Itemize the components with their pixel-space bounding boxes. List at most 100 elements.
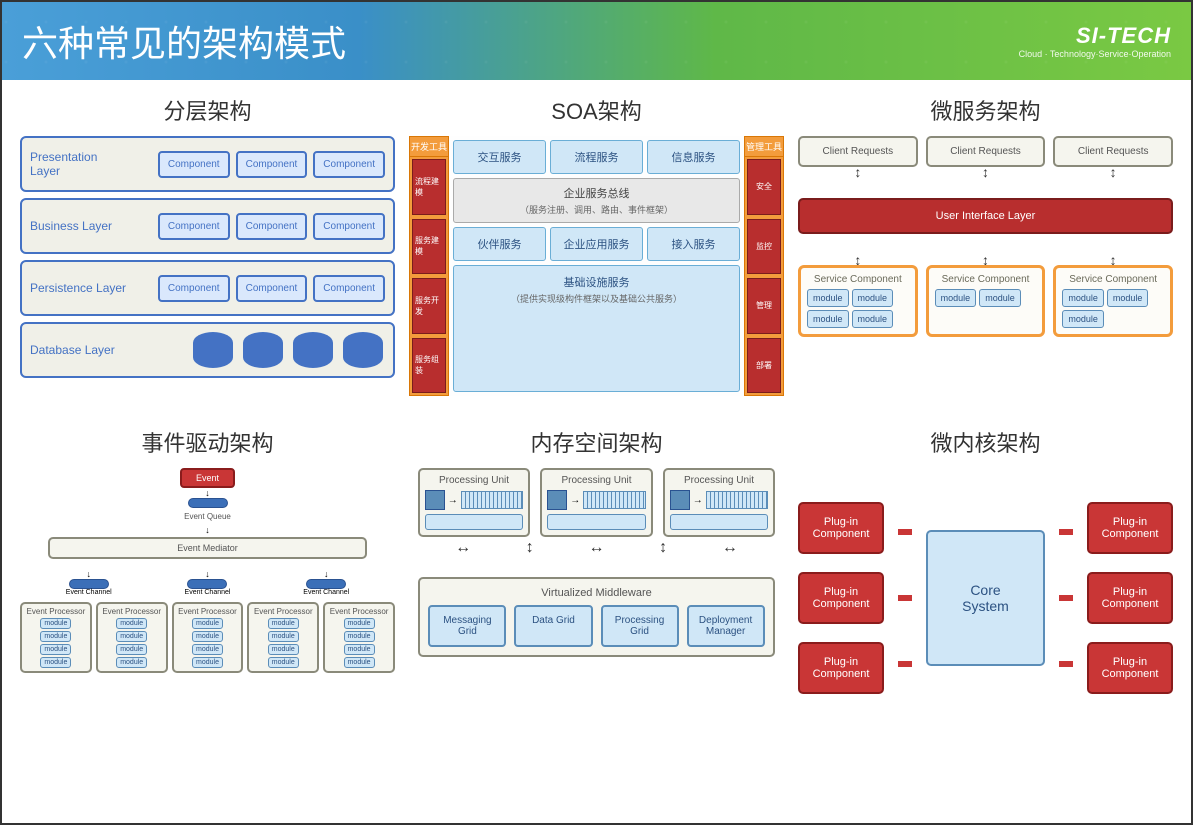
component: Component bbox=[236, 213, 308, 240]
processing-unit: Processing Unit → bbox=[418, 468, 531, 537]
module: module bbox=[344, 631, 375, 642]
space-diagram: Processing Unit → Processing Unit → Proc… bbox=[409, 468, 784, 738]
soa-right-item: 安全 bbox=[747, 159, 781, 215]
module: module bbox=[192, 657, 223, 668]
logo-tagline: Cloud · Technology·Service·Operation bbox=[1019, 49, 1171, 59]
arrow-icon: ↕ bbox=[854, 168, 861, 176]
arrow-icon: ↓ bbox=[205, 525, 210, 535]
soa-service: 企业应用服务 bbox=[550, 227, 643, 261]
event-mediator: Event Mediator bbox=[48, 537, 367, 559]
processor-label: Event Processor bbox=[177, 607, 239, 616]
processor-label: Event Processor bbox=[252, 607, 314, 616]
arrow-icon: → bbox=[570, 495, 580, 506]
arrow-icon: ↓ bbox=[205, 488, 210, 498]
soa-right-item: 部署 bbox=[747, 338, 781, 394]
diagram-grid: 分层架构 Presentation Layer Component Compon… bbox=[2, 80, 1191, 752]
component: Component bbox=[236, 151, 308, 178]
processing-unit: Processing Unit → bbox=[663, 468, 776, 537]
service-name: Service Component bbox=[935, 274, 1037, 285]
space-cell: 内存空间架构 Processing Unit → Processing Unit… bbox=[409, 426, 784, 738]
database-icon bbox=[243, 332, 283, 368]
soa-right-sidebar: 管理工具 安全 监控 管理 部署 bbox=[744, 136, 784, 396]
soa-bus: 企业服务总线 （服务注册、调用、路由、事件框架） bbox=[453, 178, 740, 223]
module: module bbox=[116, 657, 147, 668]
soa-right-item: 监控 bbox=[747, 219, 781, 275]
arrow-icon: ↕ bbox=[526, 539, 534, 557]
soa-service: 接入服务 bbox=[647, 227, 740, 261]
service-component: Service Component module module module m… bbox=[798, 265, 918, 337]
connector-line bbox=[898, 595, 912, 601]
soa-title: SOA架构 bbox=[551, 94, 641, 126]
module: module bbox=[1062, 310, 1104, 328]
space-title: 内存空间架构 bbox=[530, 426, 662, 458]
soa-bus-title: 企业服务总线 bbox=[460, 185, 733, 201]
processor-label: Event Processor bbox=[25, 607, 87, 616]
unit-label: Processing Unit bbox=[425, 475, 524, 486]
module: module bbox=[852, 310, 894, 328]
arrow-icon: ↔ bbox=[588, 539, 604, 557]
slide-title: 六种常见的架构模式 bbox=[22, 15, 346, 67]
middleware-label: Virtualized Middleware bbox=[428, 587, 764, 599]
grid-icon bbox=[706, 491, 769, 509]
channel-bar bbox=[187, 579, 227, 589]
module: module bbox=[807, 310, 849, 328]
service-name: Service Component bbox=[807, 274, 909, 285]
soa-left-header: 开发工具 bbox=[410, 137, 448, 157]
module: module bbox=[40, 644, 71, 655]
soa-right-item: 管理 bbox=[747, 278, 781, 334]
connector-line bbox=[898, 529, 912, 535]
module: module bbox=[268, 657, 299, 668]
arrow-icon: ↓ bbox=[324, 569, 329, 579]
module: module bbox=[344, 618, 375, 629]
module: module bbox=[1107, 289, 1149, 307]
module: module bbox=[40, 631, 71, 642]
module: module bbox=[192, 631, 223, 642]
soa-service: 信息服务 bbox=[647, 140, 740, 174]
module: module bbox=[40, 618, 71, 629]
soa-left-sidebar: 开发工具 流程建模 服务建模 服务开发 服务组装 bbox=[409, 136, 449, 396]
component: Component bbox=[313, 275, 385, 302]
service-component: Service Component module module module bbox=[1053, 265, 1173, 337]
database-icon bbox=[293, 332, 333, 368]
channel-label: Event Channel bbox=[303, 589, 349, 596]
component: Component bbox=[158, 213, 230, 240]
micro-title: 微服务架构 bbox=[930, 94, 1040, 126]
grid-box: Deployment Manager bbox=[687, 605, 765, 647]
module: module bbox=[344, 644, 375, 655]
module: module bbox=[979, 289, 1021, 307]
module: module bbox=[40, 657, 71, 668]
arrow-icon: ↔ bbox=[455, 539, 471, 557]
module: module bbox=[192, 644, 223, 655]
client-box: Client Requests bbox=[798, 136, 918, 167]
slide-header: 六种常见的架构模式 SI-TECH Cloud · Technology·Ser… bbox=[2, 2, 1191, 80]
soa-left-item: 服务建模 bbox=[412, 219, 446, 275]
connector-line bbox=[1059, 595, 1073, 601]
ui-layer: User Interface Layer bbox=[798, 198, 1173, 234]
micro-diagram: Client Requests Client Requests Client R… bbox=[798, 136, 1173, 416]
business-layer: Business Layer Component Component Compo… bbox=[20, 198, 395, 254]
arrow-icon: ↓ bbox=[86, 569, 91, 579]
database-layer: Database Layer bbox=[20, 322, 395, 378]
event-processor: Event Processormodulemodulemodulemodule bbox=[323, 602, 395, 673]
kernel-diagram: Plug-in Component Plug-in Component Plug… bbox=[798, 468, 1173, 728]
layer-label: Database Layer bbox=[30, 343, 130, 357]
persistence-layer: Persistence Layer Component Component Co… bbox=[20, 260, 395, 316]
arrow-icon: → bbox=[448, 495, 458, 506]
module: module bbox=[935, 289, 977, 307]
event-diagram: Event ↓ Event Queue ↓ Event Mediator ↓Ev… bbox=[20, 468, 395, 738]
database-icon bbox=[343, 332, 383, 368]
grid-box: Data Grid bbox=[514, 605, 592, 647]
grid-box: Messaging Grid bbox=[428, 605, 506, 647]
event-processor: Event Processor module module module module bbox=[20, 602, 92, 673]
soa-left-item: 服务组装 bbox=[412, 338, 446, 394]
event-channel: ↓Event Channel bbox=[66, 569, 112, 596]
component: Component bbox=[158, 275, 230, 302]
plugin-box: Plug-in Component bbox=[798, 572, 884, 624]
logo: SI-TECH Cloud · Technology·Service·Opera… bbox=[1019, 23, 1171, 59]
event-processor: Event Processormodulemodulemodulemodule bbox=[96, 602, 168, 673]
soa-service: 交互服务 bbox=[453, 140, 546, 174]
module: module bbox=[344, 657, 375, 668]
processing-unit: Processing Unit → bbox=[540, 468, 653, 537]
arrow-icon: → bbox=[693, 495, 703, 506]
cube-icon bbox=[670, 490, 690, 510]
